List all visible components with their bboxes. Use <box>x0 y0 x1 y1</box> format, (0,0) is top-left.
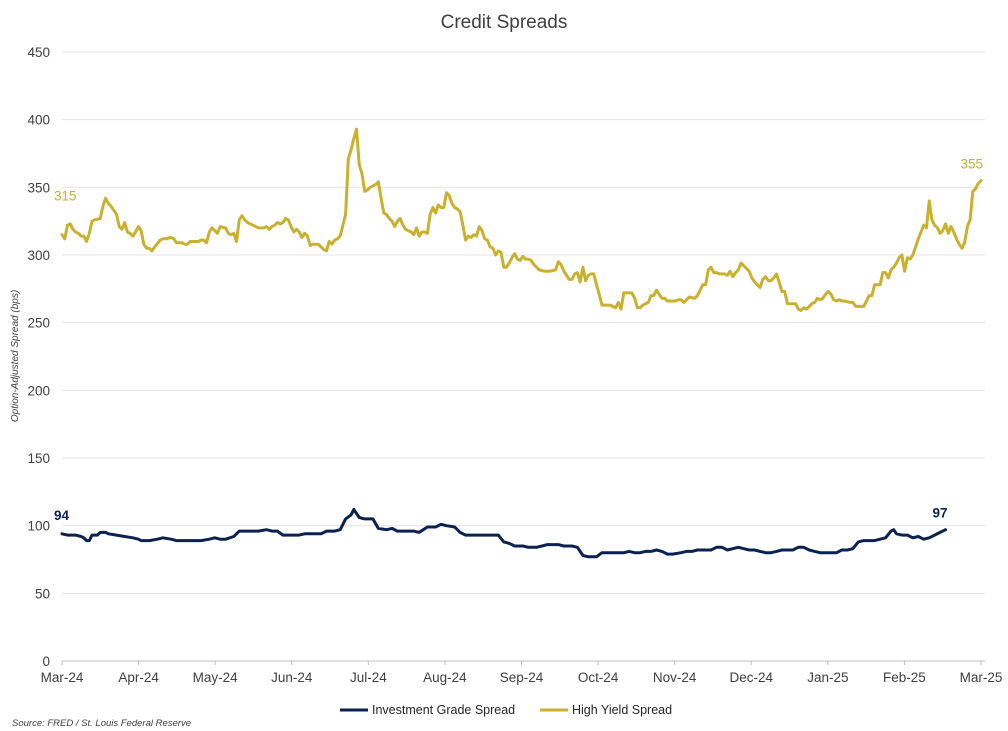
y-tick-label: 100 <box>27 519 50 534</box>
y-tick-label: 300 <box>27 248 50 263</box>
y-axis-ticks: 0 50 100 150 200 250 300 350 400 450 <box>27 45 50 669</box>
x-axis-ticks: Mar-24 Apr-24 May-24 Jun-24 Jul-24 Aug-24 Sep-… <box>41 661 1003 685</box>
y-tick-label: 400 <box>27 113 50 128</box>
y-tick-label: 200 <box>27 383 50 398</box>
x-tick-label: Apr-24 <box>118 670 159 685</box>
chart-title: Credit Spreads <box>441 12 568 33</box>
y-tick-label: 150 <box>27 451 50 466</box>
series-line-high-yield <box>60 127 983 312</box>
y-tick-label: 0 <box>42 654 50 669</box>
y-axis-label: Option-Adjusted Spread (bps) <box>10 290 21 422</box>
x-tick-label: Nov-24 <box>653 670 697 685</box>
x-tick-label: Jun-24 <box>271 670 313 685</box>
x-tick-label: Mar-24 <box>41 670 84 685</box>
x-tick-label: Feb-25 <box>883 670 926 685</box>
x-tick-label: Mar-25 <box>960 670 1003 685</box>
series-start-label: 315 <box>54 189 77 204</box>
x-tick-label: Sep-24 <box>500 670 544 685</box>
x-tick-label: May-24 <box>193 670 239 685</box>
series-end-label: 97 <box>933 506 948 521</box>
x-tick-label: Oct-24 <box>578 670 619 685</box>
series-end-label: 355 <box>960 157 983 172</box>
source-note: Source: FRED / St. Louis Federal Reserve <box>12 718 191 729</box>
series-start-label: 94 <box>54 508 70 523</box>
x-tick-label: Jul-24 <box>350 670 387 685</box>
legend-label-high-yield: High Yield Spread <box>572 703 672 717</box>
y-tick-label: 50 <box>35 586 50 601</box>
x-tick-label: Aug-24 <box>423 670 467 685</box>
legend-label-investment-grade: Investment Grade Spread <box>372 703 515 717</box>
gridlines <box>62 51 985 662</box>
series-line-investment-grade <box>60 507 947 559</box>
x-tick-label: Jan-25 <box>807 670 848 685</box>
series-lines <box>60 127 983 559</box>
y-tick-label: 450 <box>27 45 50 60</box>
x-tick-label: Dec-24 <box>729 670 773 685</box>
end-labels: 94 97 315 355 <box>54 157 983 523</box>
y-tick-label: 350 <box>27 180 50 195</box>
y-tick-label: 250 <box>27 316 50 331</box>
legend: Investment Grade Spread High Yield Sprea… <box>340 703 672 717</box>
